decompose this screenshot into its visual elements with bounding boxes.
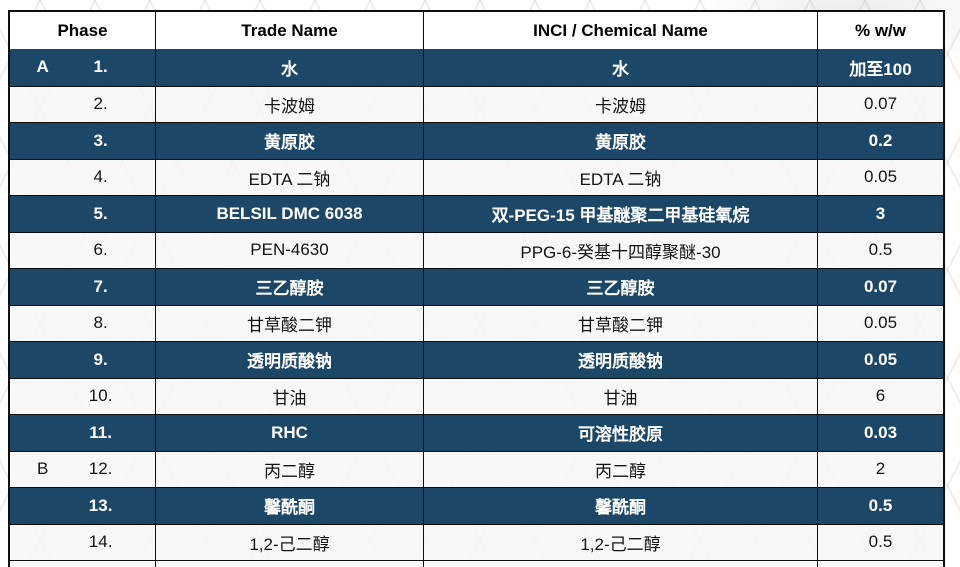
table-row: 11. RHC 可溶性胶原 0.03	[10, 414, 943, 451]
phase-cell: 5.	[10, 196, 156, 232]
trade-name-cell: 透明质酸钠	[156, 342, 424, 378]
trade-name-cell: 三乙醇胺	[156, 269, 424, 305]
inci-name-cell: 双-PEG-15 甲基醚聚二甲基硅氧烷	[424, 196, 818, 232]
percent-cell: 6	[875, 386, 886, 406]
inci-name-cell: 甘油	[424, 378, 818, 414]
table-row: 5. BELSIL DMC 6038 双-PEG-15 甲基醚聚二甲基硅氧烷 3	[10, 195, 943, 232]
percent-cell: 0.2	[868, 130, 893, 150]
row-number: 12.	[88, 459, 113, 479]
inci-name-cell: 透明质酸钠	[424, 342, 818, 378]
table-row: 3. 黄原胶 黄原胶 0.2	[10, 122, 943, 159]
percent-cell: 0.07	[863, 94, 898, 114]
percent-cell	[818, 561, 943, 567]
header-inci-chemical-name: INCI / Chemical Name	[424, 12, 818, 49]
table-body: A 1. 水水 加至100 2. 卡波姆 卡波姆 0.07 3. 黄原胶 黄原胶 0.2 4. EDTA …	[10, 49, 943, 560]
inci-name-cell: 黄原胶	[424, 123, 818, 159]
trade-name-cell: BELSIL DMC 6038	[156, 196, 424, 232]
percent-cell: 0.05	[863, 167, 898, 187]
row-number: 7.	[93, 276, 108, 296]
row-number: 8.	[93, 313, 108, 333]
phase-letter: A	[36, 57, 49, 77]
row-number: 9.	[93, 349, 108, 369]
percent-cell: 0.5	[868, 532, 893, 552]
phase-cell: 14.	[10, 524, 156, 560]
row-number: 10.	[88, 386, 113, 406]
table-row: 8. 甘草酸二钾 甘草酸二钾 0.05	[10, 304, 943, 341]
phase-cell	[10, 561, 156, 567]
phase-cell: A 1.	[10, 49, 156, 86]
inci-name-cell: 丙二醇	[424, 451, 818, 487]
trade-name-cell: 卡波姆	[156, 86, 424, 122]
phase-cell: 11.	[10, 415, 156, 451]
inci-name-cell: PPG-6-癸基十四醇聚醚-30	[424, 232, 818, 268]
row-number: 2.	[93, 94, 108, 114]
inci-name-cell: 可溶性胶原	[424, 415, 818, 451]
phase-letter: B	[36, 459, 49, 479]
inci-name-cell: 1,2-己二醇	[424, 524, 818, 560]
table-row-partial	[10, 560, 943, 567]
inci-name-cell: 馨酰酮	[424, 488, 818, 524]
phase-cell: 3.	[10, 123, 156, 159]
table-row: 7. 三乙醇胺 三乙醇胺 0.07	[10, 268, 943, 305]
percent-cell: 3	[875, 203, 886, 223]
phase-cell: 10.	[10, 378, 156, 414]
percent-cell: 0.05	[863, 313, 898, 333]
row-number: 14.	[88, 532, 113, 552]
table-row: 14. 1,2-己二醇 1,2-己二醇 0.5	[10, 523, 943, 560]
trade-name-cell: 馨酰酮	[156, 488, 424, 524]
row-number: 6.	[93, 240, 108, 260]
phase-cell: 8.	[10, 305, 156, 341]
inci-name-cell: 卡波姆	[424, 86, 818, 122]
trade-name-cell: 甘草酸二钾	[156, 305, 424, 341]
formulation-table: Phase Trade Name INCI / Chemical Name % …	[8, 10, 945, 567]
row-number: 3.	[93, 130, 108, 150]
trade-name-cell: 黄原胶	[156, 123, 424, 159]
percent-cell: 0.03	[863, 422, 898, 442]
trade-name-cell: RHC	[156, 415, 424, 451]
trade-name-cell: 1,2-己二醇	[156, 524, 424, 560]
phase-cell: 4.	[10, 159, 156, 195]
percent-cell: 加至100	[849, 59, 912, 79]
trade-name-cell	[156, 561, 424, 567]
header-trade-name: Trade Name	[156, 12, 424, 49]
table-row: A 1. 水水 加至100	[10, 49, 943, 86]
trade-name-cell: 水	[156, 49, 424, 86]
row-number: 1.	[93, 57, 108, 77]
percent-cell: 0.07	[863, 276, 898, 296]
header-phase: Phase	[10, 12, 156, 49]
table-row: B 12. 丙二醇 丙二醇 2	[10, 450, 943, 487]
table-row: 9. 透明质酸钠 透明质酸钠 0.05	[10, 341, 943, 378]
phase-cell: 9.	[10, 342, 156, 378]
phase-cell: 7.	[10, 269, 156, 305]
percent-cell: 0.5	[868, 495, 893, 515]
table-header-row: Phase Trade Name INCI / Chemical Name % …	[10, 12, 943, 49]
row-number: 13.	[88, 495, 113, 515]
percent-cell: 2	[875, 459, 886, 479]
inci-name-cell: 三乙醇胺	[424, 269, 818, 305]
table-row: 2. 卡波姆 卡波姆 0.07	[10, 85, 943, 122]
row-number: 5.	[93, 203, 108, 223]
row-number: 11.	[89, 422, 112, 442]
inci-name-cell: 甘草酸二钾	[424, 305, 818, 341]
inci-name-cell: EDTA 二钠	[424, 159, 818, 195]
phase-cell: 6.	[10, 232, 156, 268]
phase-cell: 2.	[10, 86, 156, 122]
table-row: 13. 馨酰酮 馨酰酮 0.5	[10, 487, 943, 524]
header-percent-ww: % w/w	[854, 20, 906, 40]
trade-name-cell: 丙二醇	[156, 451, 424, 487]
table-row: 4. EDTA 二钠 EDTA 二钠 0.05	[10, 158, 943, 195]
percent-cell: 0.5	[868, 240, 893, 260]
phase-cell: 13.	[10, 488, 156, 524]
inci-name-cell	[424, 561, 818, 567]
trade-name-cell: 甘油	[156, 378, 424, 414]
inci-name-cell: 水	[424, 49, 818, 86]
percent-cell: 0.05	[863, 349, 898, 369]
row-number: 4.	[93, 167, 108, 187]
table-row: 6. PEN-4630 PPG-6-癸基十四醇聚醚-30 0.5	[10, 231, 943, 268]
trade-name-cell: PEN-4630	[156, 232, 424, 268]
phase-cell: B 12.	[10, 451, 156, 487]
table-row: 10. 甘油 甘油 6	[10, 377, 943, 414]
trade-name-cell: EDTA 二钠	[156, 159, 424, 195]
